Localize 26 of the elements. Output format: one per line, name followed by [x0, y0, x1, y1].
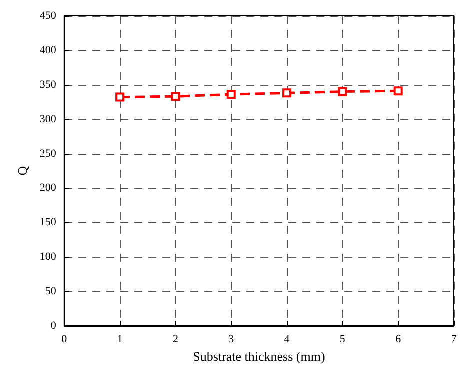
- y-tick-label: 400: [40, 44, 57, 56]
- x-tick-label: 1: [117, 334, 123, 346]
- point: [226, 90, 236, 100]
- point: [338, 87, 348, 96]
- x-axis-title: Substrate thickness (mm): [193, 348, 326, 364]
- y-tick-label: 150: [40, 216, 57, 229]
- point: [171, 92, 180, 102]
- y-axis-title: Q: [15, 166, 30, 176]
- x-tick-label: 4: [284, 334, 290, 346]
- y-tick-label: 350: [40, 78, 57, 91]
- y-tick-label: 250: [40, 148, 57, 160]
- point: [282, 88, 292, 98]
- point: [394, 86, 403, 96]
- x-tick-label: 5: [340, 334, 346, 346]
- x-tick-label: 7: [451, 334, 458, 346]
- x-tick-label: 0: [62, 334, 68, 346]
- x-tick-label: 2: [172, 334, 178, 346]
- y-tick-label: 200: [40, 182, 57, 194]
- y-tick-label: 300: [40, 113, 57, 126]
- y-tick-label: 450: [40, 10, 57, 22]
- x-tick-label: 6: [396, 334, 402, 346]
- x-tick-label: 3: [228, 334, 235, 346]
- y-tick-label: 50: [45, 286, 57, 298]
- y-tick-label: 0: [50, 320, 57, 332]
- point: [116, 92, 125, 102]
- y-tick-label: 100: [40, 251, 57, 264]
